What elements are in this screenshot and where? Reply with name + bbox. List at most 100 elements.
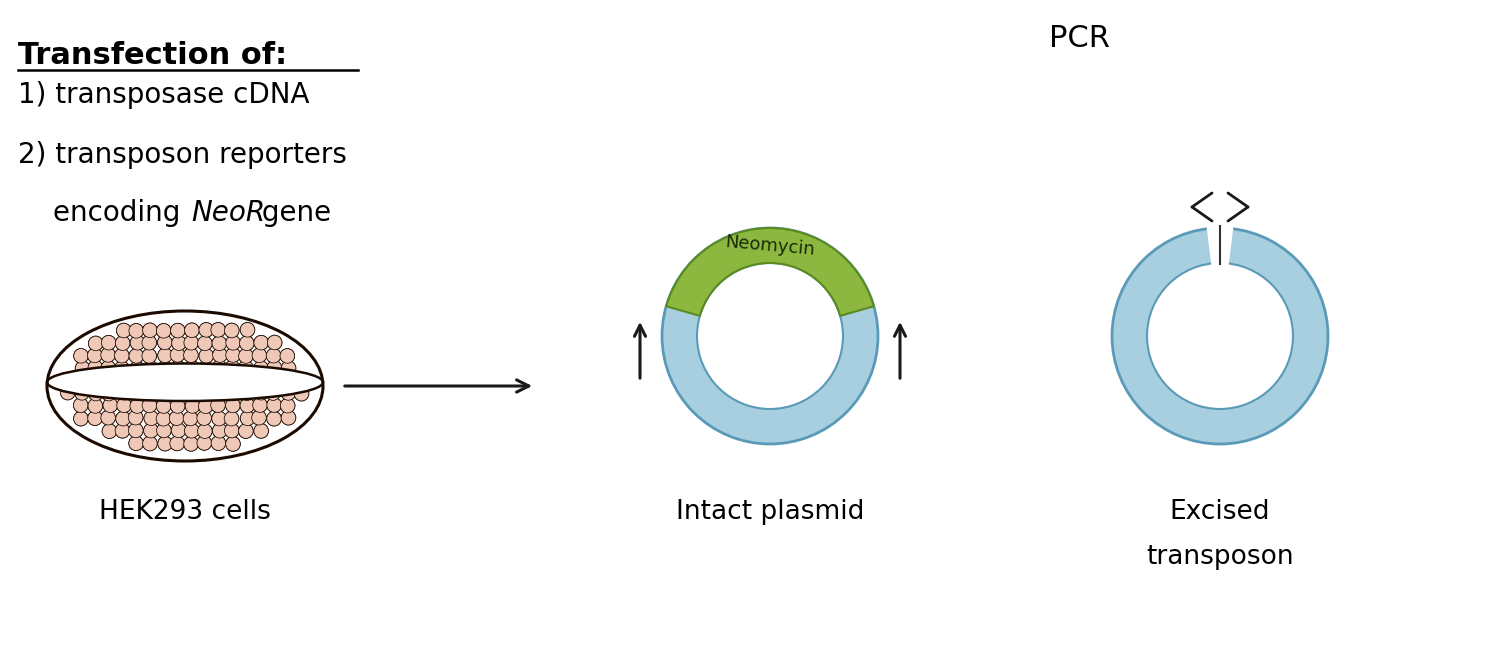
Circle shape	[184, 335, 198, 350]
Circle shape	[254, 335, 268, 350]
Circle shape	[198, 424, 211, 439]
Circle shape	[226, 386, 240, 401]
Circle shape	[225, 437, 240, 451]
Circle shape	[266, 386, 280, 401]
Text: PCR: PCR	[1050, 24, 1110, 53]
Circle shape	[87, 348, 102, 362]
Circle shape	[198, 361, 213, 375]
Circle shape	[144, 386, 159, 401]
Wedge shape	[666, 228, 874, 316]
Circle shape	[213, 386, 226, 401]
Circle shape	[225, 323, 238, 338]
Circle shape	[158, 335, 172, 349]
Circle shape	[211, 412, 226, 426]
Circle shape	[267, 335, 282, 350]
Circle shape	[142, 335, 156, 350]
Circle shape	[158, 361, 172, 376]
Circle shape	[171, 373, 186, 388]
Circle shape	[226, 335, 240, 350]
Circle shape	[171, 373, 186, 388]
Circle shape	[280, 410, 296, 425]
Circle shape	[129, 324, 144, 338]
Circle shape	[87, 411, 102, 426]
Circle shape	[238, 349, 254, 363]
Circle shape	[240, 411, 255, 426]
Circle shape	[267, 398, 282, 412]
Circle shape	[210, 398, 225, 413]
Circle shape	[128, 386, 142, 400]
Circle shape	[142, 323, 158, 338]
Circle shape	[252, 373, 267, 388]
Circle shape	[171, 399, 184, 413]
Circle shape	[240, 373, 254, 388]
Circle shape	[102, 386, 116, 401]
Text: Transfection of:: Transfection of:	[18, 41, 286, 70]
Circle shape	[280, 373, 296, 388]
Circle shape	[74, 349, 88, 363]
Circle shape	[213, 386, 226, 401]
Circle shape	[100, 348, 116, 362]
Text: Intact plasmid: Intact plasmid	[676, 499, 864, 525]
Circle shape	[74, 349, 88, 363]
Circle shape	[104, 398, 117, 413]
Circle shape	[88, 386, 104, 401]
Circle shape	[100, 348, 116, 362]
Circle shape	[254, 361, 268, 375]
Circle shape	[102, 424, 117, 439]
Circle shape	[130, 373, 144, 388]
Circle shape	[117, 385, 132, 400]
Circle shape	[171, 360, 184, 375]
Circle shape	[183, 348, 198, 362]
Circle shape	[252, 398, 267, 412]
Circle shape	[74, 398, 88, 413]
Circle shape	[158, 373, 171, 388]
Circle shape	[142, 398, 158, 413]
Circle shape	[102, 373, 117, 388]
Circle shape	[252, 348, 267, 362]
Circle shape	[88, 386, 104, 401]
Circle shape	[252, 410, 267, 425]
Circle shape	[100, 360, 116, 375]
Circle shape	[170, 386, 184, 401]
Circle shape	[116, 336, 130, 351]
Circle shape	[225, 423, 238, 438]
Circle shape	[224, 412, 238, 426]
Circle shape	[128, 386, 142, 400]
Circle shape	[662, 228, 878, 444]
Circle shape	[130, 361, 144, 376]
Circle shape	[252, 410, 267, 425]
Circle shape	[158, 386, 172, 400]
Circle shape	[144, 411, 159, 426]
Circle shape	[183, 348, 198, 362]
Circle shape	[184, 399, 200, 413]
Circle shape	[75, 386, 90, 400]
Circle shape	[144, 423, 158, 438]
Circle shape	[144, 386, 159, 401]
Circle shape	[267, 360, 282, 375]
Circle shape	[240, 386, 255, 401]
Circle shape	[75, 361, 90, 375]
Circle shape	[158, 335, 172, 349]
Circle shape	[200, 349, 213, 363]
Circle shape	[240, 398, 255, 413]
Circle shape	[254, 386, 268, 400]
Text: Neomycin: Neomycin	[724, 233, 816, 258]
Circle shape	[238, 424, 254, 439]
Circle shape	[100, 410, 116, 425]
Circle shape	[183, 386, 198, 401]
Circle shape	[158, 348, 172, 362]
Circle shape	[142, 349, 156, 363]
Circle shape	[129, 349, 144, 363]
Circle shape	[130, 399, 144, 413]
Circle shape	[170, 411, 184, 426]
Circle shape	[184, 323, 200, 338]
Circle shape	[130, 361, 144, 376]
Circle shape	[280, 386, 296, 401]
Circle shape	[210, 398, 225, 413]
Ellipse shape	[46, 311, 322, 461]
Circle shape	[102, 335, 116, 350]
Circle shape	[129, 324, 144, 338]
Circle shape	[280, 361, 296, 375]
Circle shape	[183, 412, 198, 426]
Circle shape	[240, 322, 255, 337]
